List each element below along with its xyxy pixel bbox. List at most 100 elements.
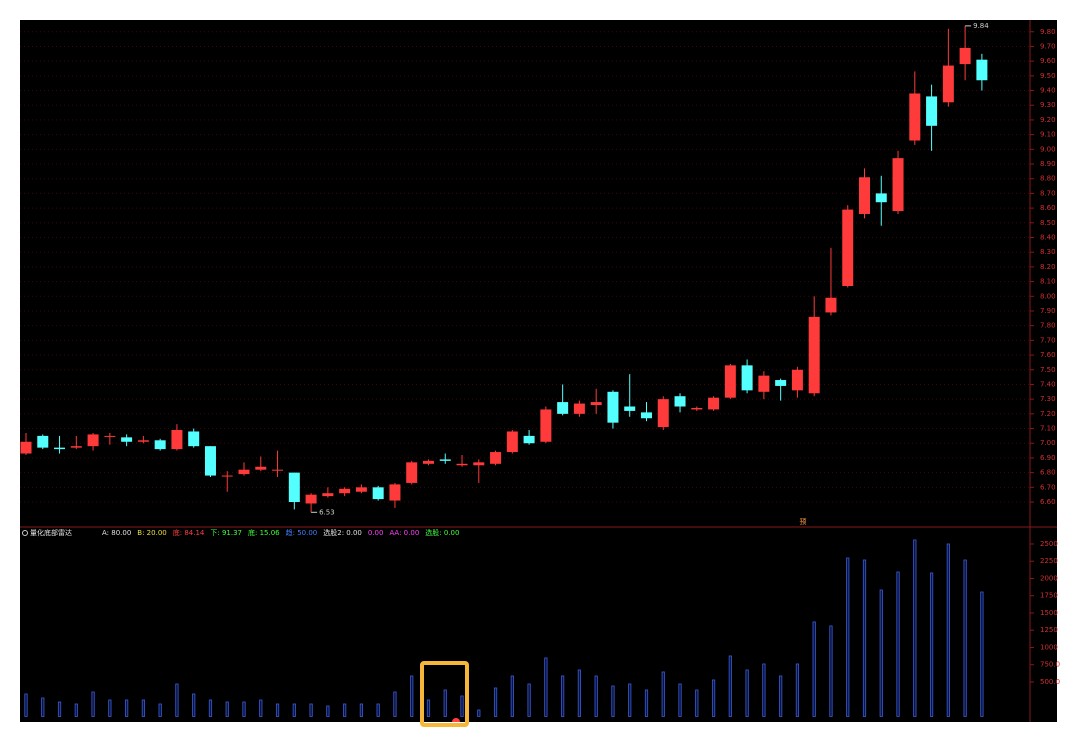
candle-body bbox=[875, 193, 887, 203]
highlight-box bbox=[420, 661, 469, 727]
bar bbox=[846, 557, 850, 717]
candle-body bbox=[573, 403, 585, 414]
indicator-value: B: 20.00 bbox=[137, 529, 166, 537]
y-tick-label: 8.30 bbox=[1040, 248, 1056, 256]
bar bbox=[343, 703, 347, 717]
bar bbox=[628, 683, 632, 717]
bar bbox=[225, 701, 229, 717]
candle-body bbox=[305, 494, 317, 504]
y-tick-label: 8.60 bbox=[1040, 204, 1056, 212]
bar bbox=[594, 675, 598, 717]
bar bbox=[91, 691, 95, 717]
candle-body bbox=[137, 440, 149, 442]
annotation: 6.53 bbox=[319, 508, 335, 516]
y-tick-label: 7.70 bbox=[1040, 336, 1056, 344]
candle-body bbox=[741, 365, 753, 391]
y-tick-label: 7.30 bbox=[1040, 395, 1056, 403]
candle-body bbox=[456, 463, 468, 466]
bar bbox=[141, 699, 145, 717]
candle-body bbox=[976, 59, 988, 81]
y-tick-label: 9.40 bbox=[1040, 87, 1056, 95]
bar bbox=[862, 559, 867, 717]
candle-body bbox=[20, 441, 32, 454]
bar bbox=[460, 695, 464, 717]
candle-body bbox=[842, 209, 854, 286]
candle-body bbox=[657, 399, 669, 428]
bar bbox=[175, 683, 179, 717]
indicator-value: 底: 84.14 bbox=[173, 528, 205, 537]
candle-body bbox=[892, 158, 904, 212]
candle-body bbox=[171, 430, 183, 450]
bar bbox=[695, 689, 699, 717]
y-tick-label: 8.70 bbox=[1040, 189, 1056, 197]
annotation: 9.84 bbox=[973, 22, 989, 30]
y-tick-label: 2000 bbox=[1040, 574, 1058, 582]
candle-body bbox=[942, 65, 954, 103]
candle-body bbox=[909, 93, 921, 141]
candle-body bbox=[825, 297, 837, 313]
bar bbox=[192, 693, 196, 717]
bar bbox=[208, 699, 213, 717]
y-tick-label: 8.10 bbox=[1040, 278, 1056, 286]
candle-body bbox=[355, 487, 367, 492]
y-tick-label: 6.90 bbox=[1040, 454, 1056, 462]
y-tick-label: 8.00 bbox=[1040, 292, 1056, 300]
candle-body bbox=[506, 431, 518, 453]
bar bbox=[326, 705, 330, 717]
y-tick-label: 8.80 bbox=[1040, 175, 1056, 183]
bar bbox=[728, 655, 732, 717]
candle-body bbox=[70, 446, 82, 448]
candle-body bbox=[372, 487, 384, 500]
bar bbox=[57, 701, 62, 717]
bar bbox=[309, 703, 313, 717]
bar bbox=[795, 663, 800, 717]
candle-body bbox=[406, 462, 418, 483]
candle-body bbox=[422, 460, 434, 464]
candle-body bbox=[791, 369, 803, 391]
bar bbox=[611, 685, 615, 717]
y-tick-label: 8.50 bbox=[1040, 219, 1056, 227]
bar bbox=[711, 679, 716, 717]
bar bbox=[41, 697, 45, 717]
bar bbox=[980, 591, 984, 717]
y-tick-label: 2250 bbox=[1040, 557, 1058, 565]
candle-body bbox=[288, 472, 300, 503]
y-tick-label: 750.0 bbox=[1040, 661, 1060, 669]
y-tick-label: 1750 bbox=[1040, 592, 1058, 600]
bar bbox=[561, 675, 565, 717]
y-tick-label: 7.60 bbox=[1040, 351, 1056, 359]
y-tick-label: 1000 bbox=[1040, 643, 1058, 651]
bar bbox=[896, 571, 900, 717]
y-tick-label: 9.10 bbox=[1040, 131, 1056, 139]
y-tick-label: 9.20 bbox=[1040, 116, 1056, 124]
y-tick-label: 6.60 bbox=[1040, 498, 1056, 506]
candle-body bbox=[691, 407, 703, 410]
candle-body bbox=[339, 488, 351, 494]
candle-body bbox=[490, 452, 502, 464]
bar bbox=[24, 693, 28, 717]
y-tick-label: 9.30 bbox=[1040, 101, 1056, 109]
bar bbox=[493, 687, 498, 717]
bar bbox=[158, 703, 162, 717]
candle-body bbox=[808, 316, 820, 394]
bar bbox=[644, 689, 649, 717]
bar bbox=[779, 675, 783, 717]
indicator-title: 量化底部雷达 bbox=[30, 528, 72, 537]
indicator-value: 选股2: 0.00 bbox=[323, 528, 362, 537]
indicator-value: 下: 91.37 bbox=[210, 529, 242, 537]
bar bbox=[443, 689, 447, 717]
bar bbox=[678, 683, 682, 717]
signal-label: 预 bbox=[800, 517, 807, 526]
y-tick-label: 9.60 bbox=[1040, 57, 1056, 65]
bar bbox=[946, 543, 950, 717]
candle-body bbox=[959, 47, 971, 65]
candle-body bbox=[724, 365, 736, 398]
y-tick-label: 9.00 bbox=[1040, 145, 1056, 153]
candle-body bbox=[272, 469, 284, 471]
bar bbox=[275, 703, 280, 717]
indicator-value: 趋: 50.00 bbox=[286, 528, 318, 537]
y-tick-label: 7.40 bbox=[1040, 380, 1056, 388]
y-tick-label: 9.50 bbox=[1040, 72, 1056, 80]
bar bbox=[745, 669, 749, 717]
bar bbox=[125, 699, 129, 717]
